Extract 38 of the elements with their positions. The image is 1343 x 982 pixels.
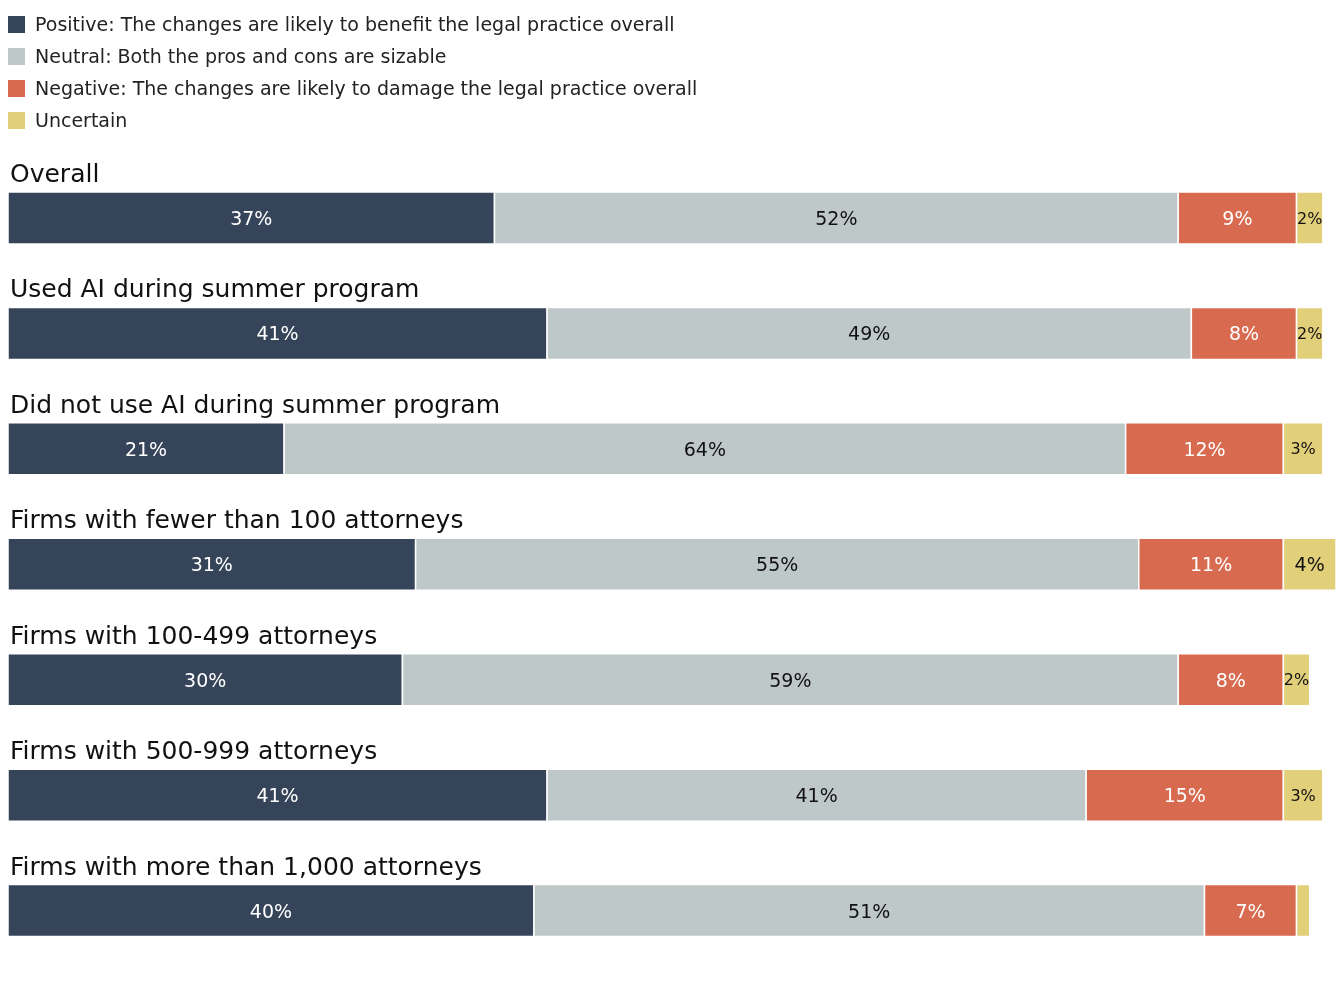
y-tick-label: Firms with 500-999 attorneys <box>10 736 378 766</box>
data-label: 49% <box>848 322 891 345</box>
y-tick-label: Firms with more than 1,000 attorneys <box>10 851 482 881</box>
data-label: 9% <box>1222 207 1253 229</box>
legend-label: Positive: The changes are likely to benefit the legal practice overall <box>35 13 675 35</box>
data-label: 2% <box>1297 323 1323 343</box>
data-label: 4% <box>1294 553 1325 576</box>
y-tick-label: Firms with fewer than 100 attorneys <box>10 505 464 535</box>
y-tick-label: Overall <box>10 159 100 188</box>
data-label: 41% <box>795 784 838 807</box>
y-tick-label: Used AI during summer program <box>10 274 420 304</box>
y-tick-label: Firms with 100-499 attorneys <box>10 620 378 650</box>
data-label: 12% <box>1183 437 1226 460</box>
data-label: 8% <box>1228 322 1260 345</box>
data-label: 64% <box>683 437 726 460</box>
data-label: 11% <box>1189 553 1233 576</box>
data-label: 51% <box>848 899 891 922</box>
data-label: 15% <box>1163 784 1206 807</box>
data-label: 3% <box>1290 439 1316 459</box>
data-label: 2% <box>1283 670 1310 690</box>
data-label: 30% <box>184 668 227 691</box>
legend-label: Neutral: Both the pros and cons are sizable <box>35 45 447 67</box>
data-label: 59% <box>769 668 812 691</box>
data-label: 37% <box>230 207 273 229</box>
legend-label: Uncertain <box>35 109 128 131</box>
legend-label: Negative: The changes are likely to damage the legal practice overall <box>35 77 698 99</box>
data-label: 21% <box>124 437 168 460</box>
data-label: 7% <box>1235 899 1266 922</box>
data-label: 52% <box>815 207 858 229</box>
data-label: 41% <box>256 322 299 345</box>
data-label: 31% <box>190 553 233 576</box>
data-label: 40% <box>249 899 293 922</box>
data-label: 41% <box>256 784 299 807</box>
data-label: 2% <box>1297 208 1323 228</box>
data-label: 3% <box>1290 785 1316 805</box>
data-label: 55% <box>756 553 799 576</box>
y-tick-label: Did not use AI during summer program <box>10 389 501 419</box>
data-label: 8% <box>1215 668 1246 691</box>
